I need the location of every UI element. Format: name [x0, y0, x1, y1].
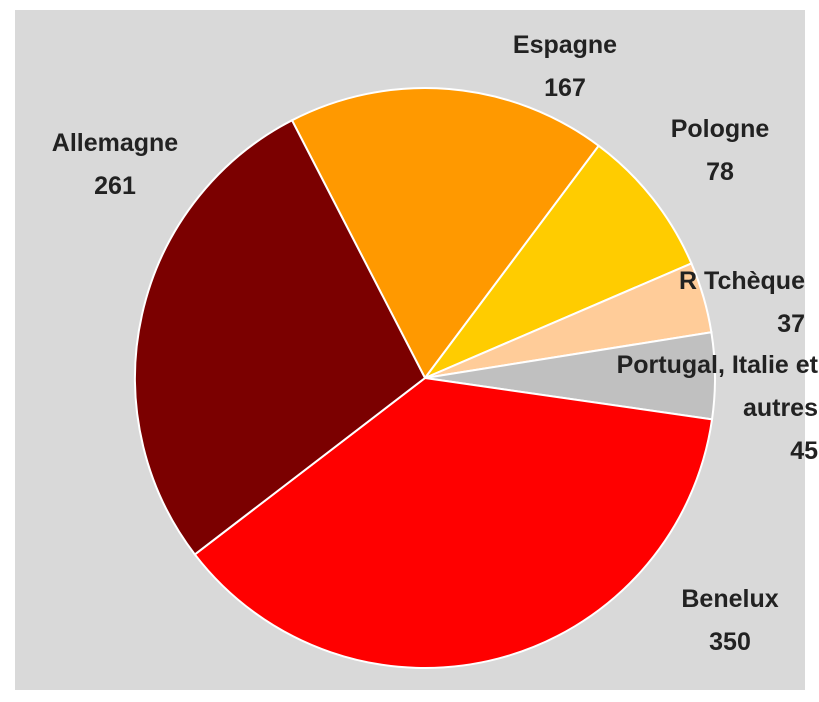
- value-label: 167: [544, 74, 586, 102]
- category-label: Pologne: [670, 115, 770, 143]
- pie-slice: [290, 87, 601, 380]
- category-label: Allemagne: [51, 129, 179, 157]
- pie-slice: [193, 376, 714, 669]
- category-label: Espagne: [512, 31, 618, 59]
- category-label: Benelux: [681, 585, 779, 613]
- data-label: R Tchèque 37: [600, 260, 805, 346]
- value-label: 78: [706, 158, 734, 186]
- data-label: Pologne 78: [620, 108, 819, 194]
- category-label: Portugal, Italie et autres: [616, 351, 818, 422]
- pie-slice: [421, 144, 693, 381]
- data-label: Espagne 167: [470, 24, 660, 110]
- value-label: 261: [94, 172, 136, 200]
- value-label: 37: [777, 310, 805, 338]
- data-label: Benelux 350: [640, 578, 819, 664]
- data-label: Allemagne 261: [20, 122, 210, 208]
- category-label: R Tchèque: [679, 267, 805, 295]
- value-label: 45: [790, 437, 818, 465]
- pie-slice: [134, 118, 427, 556]
- value-label: 350: [709, 628, 751, 656]
- data-label: Portugal, Italie et autres 45: [570, 344, 818, 473]
